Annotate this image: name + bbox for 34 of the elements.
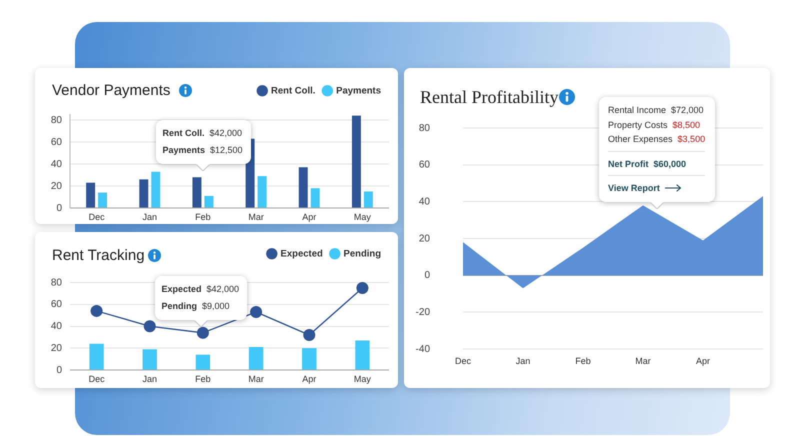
legend-label: Payments — [336, 85, 382, 96]
annotation: Other Expenses $3,500 — [608, 133, 706, 146]
annotation: Payments $12,500 — [162, 144, 243, 157]
x-tick-label: Apr — [302, 212, 316, 222]
chart-title: Vendor Payments — [52, 81, 170, 101]
y-tick-label: 0 — [56, 202, 62, 214]
annotation: Rent Coll. $42,000 — [162, 127, 242, 140]
y-tick-label: 60 — [418, 160, 430, 171]
y-tick-label: 0 — [424, 270, 430, 282]
x-tick-label: Feb — [575, 356, 591, 366]
x-tick-label: Apr — [696, 356, 710, 366]
x-tick-label: Dec — [454, 356, 472, 366]
x-tick-label: Jan — [142, 212, 158, 222]
annotation: View Report — [608, 182, 660, 195]
x-tick-label: May — [354, 212, 372, 222]
y-tick-label: 60 — [50, 136, 62, 148]
y-tick-label: 20 — [418, 233, 430, 244]
x-tick-label: Mar — [635, 356, 651, 366]
annotation: Net Profit $60,000 — [608, 158, 686, 170]
y-tick-label: 40 — [418, 196, 430, 208]
text: Rental Income $72,000 — [608, 104, 704, 117]
annotation: Property Costs $8,500 — [608, 118, 700, 132]
x-tick-label: Jan — [516, 356, 530, 366]
y-tick-label: -40 — [416, 344, 430, 355]
y-tick-label: 80 — [50, 114, 62, 126]
x-tick-label: Dec — [88, 212, 106, 222]
y-tick-label: -20 — [416, 306, 430, 318]
chart-title: Rental Profitability — [420, 86, 558, 109]
y-tick-label: 20 — [50, 180, 62, 192]
x-tick-label: Feb — [195, 212, 211, 222]
legend-label: Rent Coll. — [271, 85, 316, 96]
x-tick-label: Mar — [248, 212, 264, 222]
y-tick-label: 40 — [50, 158, 62, 170]
y-tick-label: 80 — [418, 122, 430, 134]
